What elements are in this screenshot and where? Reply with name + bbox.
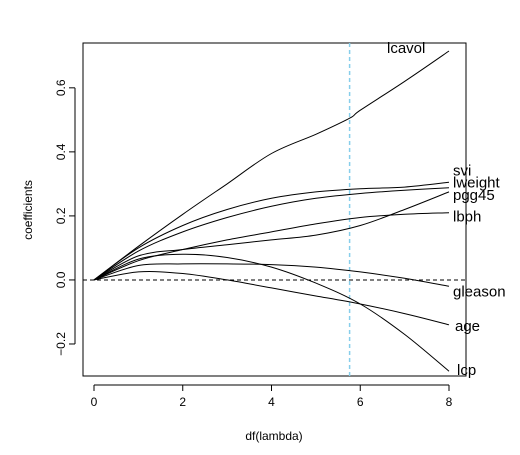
series-label-lcavol: lcavol [387, 40, 425, 57]
x-tick-label: 4 [268, 395, 275, 409]
series-label-svi: svi [453, 162, 471, 179]
x-tick-label: 8 [446, 395, 453, 409]
x-axis-title: df(lambda) [245, 429, 302, 443]
series-label-lbph: lbph [453, 209, 481, 226]
series-line-lweight [93, 187, 450, 281]
series-lines [93, 50, 450, 372]
x-tick-label: 6 [357, 395, 364, 409]
series-line-lcavol [93, 50, 450, 281]
series-label-age: age [455, 318, 480, 335]
x-tick-label: 0 [91, 395, 98, 409]
x-axis: 0 2 4 6 8 [91, 384, 453, 409]
y-tick-label: 0.0 [54, 271, 68, 288]
plot-frame [82, 42, 467, 377]
series-line-pgg45 [93, 191, 450, 281]
y-tick-label: 0.2 [54, 207, 68, 224]
y-tick-label: 0.4 [54, 143, 68, 160]
series-line-lcp [93, 253, 450, 372]
y-tick-label: −0.2 [54, 332, 68, 356]
series-label-pgg45: pgg45 [453, 187, 495, 204]
series-line-gleason [93, 263, 450, 287]
series-label-lcp: lcp [457, 362, 476, 379]
y-tick-label: 0.6 [54, 79, 68, 96]
reference-lines [83, 43, 466, 376]
series-line-age [93, 271, 450, 326]
series-line-svi [93, 181, 450, 281]
series-label-lweight: lweight [453, 175, 501, 192]
x-tick-label: 2 [179, 395, 186, 409]
y-axis: −0.2 0.0 0.2 0.4 0.6 [54, 79, 76, 356]
series-label-gleason: gleason [453, 283, 506, 300]
y-axis-title: coefficients [21, 180, 35, 240]
